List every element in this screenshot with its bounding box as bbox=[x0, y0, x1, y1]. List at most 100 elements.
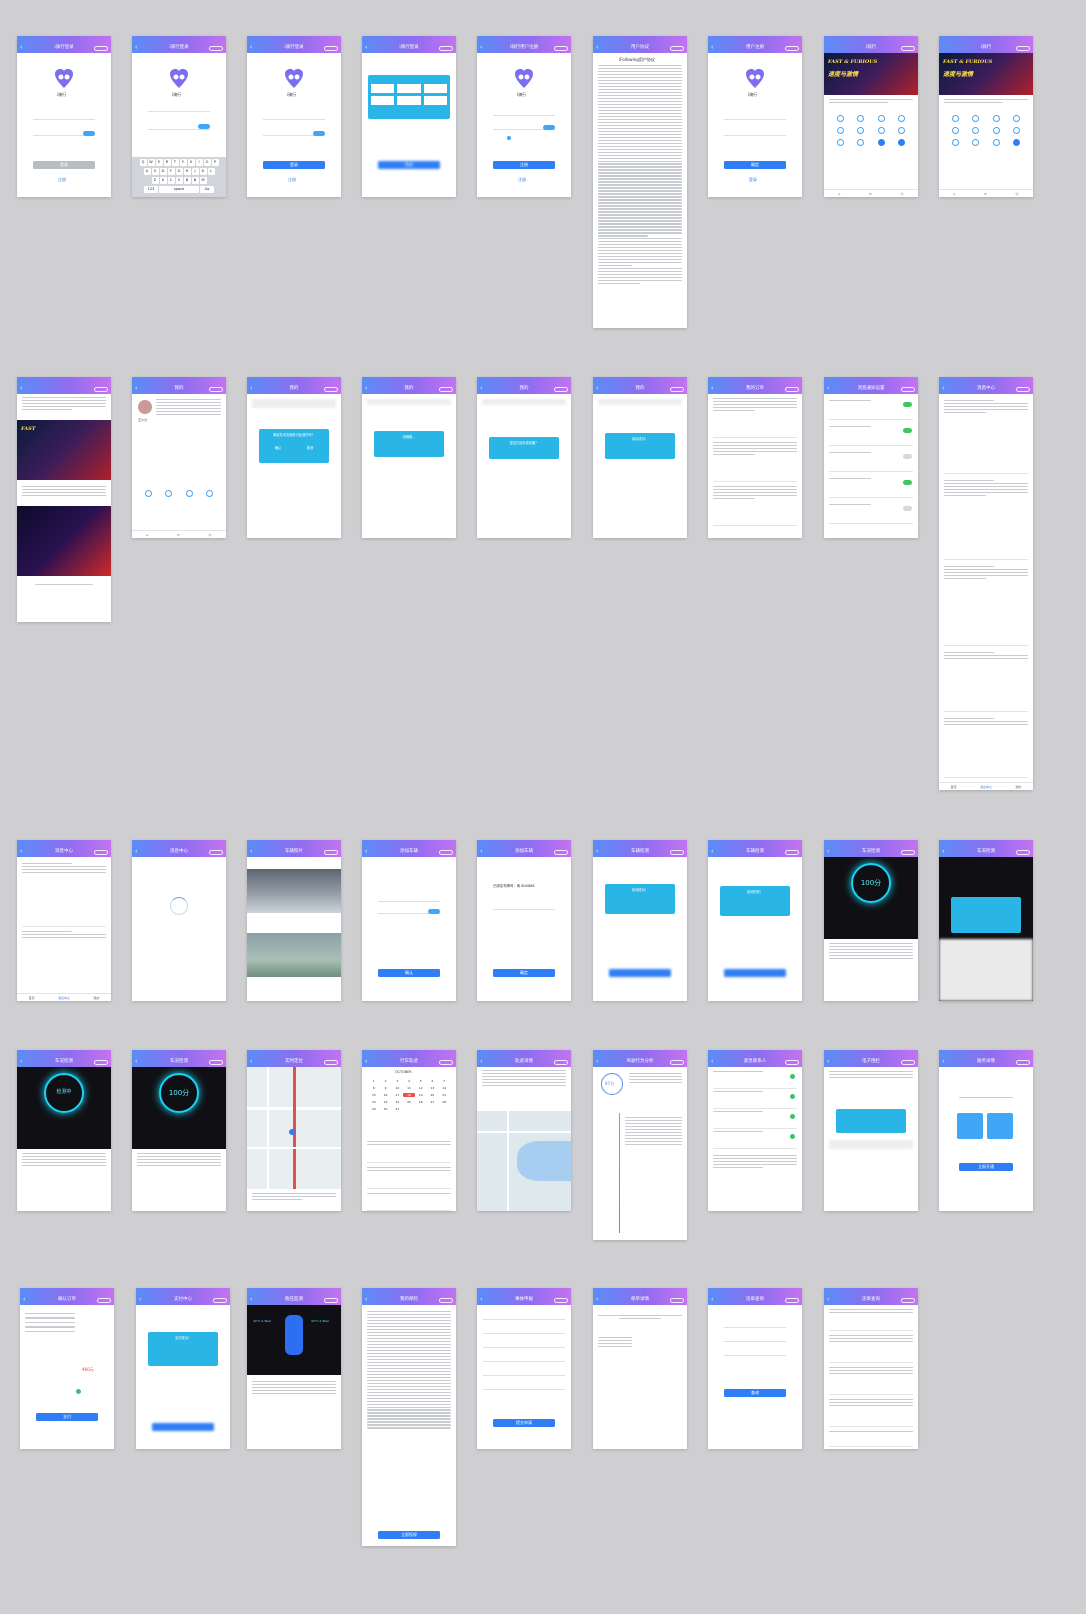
back-icon[interactable]: ‹ bbox=[20, 1058, 23, 1065]
code-field[interactable] bbox=[378, 913, 440, 914]
feature-icon[interactable] bbox=[877, 127, 885, 134]
back-icon[interactable]: ‹ bbox=[711, 1296, 714, 1303]
message-card[interactable] bbox=[22, 931, 106, 995]
map-pin-icon[interactable] bbox=[289, 1129, 295, 1135]
home-banner[interactable]: FAST & FURIOUS 速度与激情 bbox=[824, 53, 918, 95]
capsule-icon[interactable] bbox=[901, 1059, 915, 1065]
form-field[interactable] bbox=[483, 1375, 565, 1376]
back-icon[interactable]: ‹ bbox=[139, 1296, 142, 1303]
capsule-icon[interactable] bbox=[670, 1297, 684, 1303]
engine-field[interactable] bbox=[724, 1341, 786, 1342]
register-link[interactable]: 注册 bbox=[58, 177, 66, 182]
login-button[interactable]: 登录 bbox=[33, 161, 95, 169]
open-service-button[interactable]: 立即开通 bbox=[959, 1163, 1013, 1171]
plate-field[interactable] bbox=[724, 1327, 786, 1328]
insurance-form[interactable] bbox=[367, 1311, 451, 1430]
message-card[interactable] bbox=[22, 863, 106, 927]
back-icon[interactable]: ‹ bbox=[20, 44, 23, 51]
phone-field[interactable] bbox=[263, 119, 325, 120]
capsule-icon[interactable] bbox=[670, 386, 684, 392]
capsule-icon[interactable] bbox=[439, 45, 453, 51]
service-plan-card[interactable] bbox=[987, 1113, 1013, 1139]
feature-icon[interactable] bbox=[898, 139, 906, 146]
wechat-pay-icon[interactable] bbox=[76, 1389, 81, 1394]
violation-record[interactable] bbox=[829, 1367, 913, 1395]
score-gauge[interactable]: 100分 bbox=[851, 863, 891, 903]
login-button[interactable]: 登录 bbox=[378, 161, 440, 169]
score-gauge[interactable]: 检测中 bbox=[44, 1073, 84, 1113]
back-icon[interactable]: ‹ bbox=[711, 385, 714, 392]
back-icon[interactable]: ‹ bbox=[711, 44, 714, 51]
avatar[interactable] bbox=[138, 400, 152, 414]
trip-card[interactable] bbox=[367, 1141, 451, 1163]
capsule-icon[interactable] bbox=[324, 1059, 338, 1065]
back-icon[interactable]: ‹ bbox=[942, 848, 945, 855]
back-icon[interactable]: ‹ bbox=[365, 385, 368, 392]
capsule-icon[interactable] bbox=[1016, 1059, 1030, 1065]
form-field[interactable] bbox=[483, 1319, 565, 1320]
code-field[interactable] bbox=[263, 135, 325, 136]
back-icon[interactable]: ‹ bbox=[827, 385, 830, 392]
info-modal[interactable]: 请稍候... bbox=[374, 431, 444, 457]
back-icon[interactable]: ‹ bbox=[250, 44, 253, 51]
back-icon[interactable]: ‹ bbox=[135, 44, 138, 51]
map-view[interactable] bbox=[247, 1067, 341, 1189]
get-code-button[interactable] bbox=[83, 131, 95, 136]
message-card[interactable] bbox=[944, 652, 1028, 712]
message-card[interactable] bbox=[944, 400, 1028, 474]
back-icon[interactable]: ‹ bbox=[711, 848, 714, 855]
back-icon[interactable]: ‹ bbox=[20, 848, 23, 855]
score-modal[interactable] bbox=[951, 897, 1021, 933]
capsule-icon[interactable] bbox=[324, 386, 338, 392]
result-modal[interactable]: 检测失败！ bbox=[720, 886, 790, 916]
capsule-icon[interactable] bbox=[554, 1297, 568, 1303]
confirm-modal[interactable]: 确定在本页面执行此操作吗？ 确认 取消 bbox=[259, 429, 329, 463]
back-icon[interactable]: ‹ bbox=[135, 1058, 138, 1065]
back-icon[interactable]: ‹ bbox=[596, 848, 599, 855]
feature-icon[interactable] bbox=[857, 115, 865, 122]
capsule-icon[interactable] bbox=[1016, 386, 1030, 392]
capsule-icon[interactable] bbox=[901, 849, 915, 855]
setting-toggle[interactable] bbox=[903, 454, 912, 459]
capsule-icon[interactable] bbox=[670, 849, 684, 855]
success-modal[interactable]: 保存成功！ bbox=[605, 433, 675, 459]
tab-home[interactable]: ⌂ bbox=[953, 191, 956, 196]
tab-mine[interactable]: ☺ bbox=[208, 532, 212, 537]
action-icon[interactable] bbox=[165, 490, 173, 497]
capsule-icon[interactable] bbox=[554, 849, 568, 855]
order-card[interactable] bbox=[713, 486, 797, 526]
tab-mine[interactable]: ☺ bbox=[900, 191, 904, 196]
back-icon[interactable]: ‹ bbox=[480, 1296, 483, 1303]
capsule-icon[interactable] bbox=[439, 1059, 453, 1065]
back-icon[interactable]: ‹ bbox=[250, 1058, 253, 1065]
feature-icon[interactable] bbox=[972, 127, 980, 134]
captcha-modal[interactable] bbox=[368, 75, 450, 119]
feature-icon[interactable] bbox=[972, 115, 980, 122]
feature-icon[interactable] bbox=[857, 139, 865, 146]
device-field[interactable] bbox=[493, 909, 555, 910]
parking-photo[interactable] bbox=[247, 933, 341, 977]
capsule-icon[interactable] bbox=[439, 849, 453, 855]
parking-photo[interactable] bbox=[247, 869, 341, 913]
phone-field[interactable] bbox=[33, 119, 95, 120]
trip-card[interactable] bbox=[367, 1167, 451, 1189]
capsule-icon[interactable] bbox=[439, 1297, 453, 1303]
message-card[interactable] bbox=[944, 480, 1028, 560]
feature-icon[interactable] bbox=[898, 115, 906, 122]
capsule-icon[interactable] bbox=[209, 849, 223, 855]
phone-field[interactable] bbox=[148, 111, 210, 112]
form-field[interactable] bbox=[483, 1361, 565, 1362]
capsule-icon[interactable] bbox=[94, 386, 108, 392]
frame-field[interactable] bbox=[724, 1355, 786, 1356]
back-icon[interactable]: ‹ bbox=[365, 848, 368, 855]
confirm-button[interactable]: 确定 bbox=[493, 969, 555, 977]
capsule-icon[interactable] bbox=[1016, 849, 1030, 855]
feature-icon[interactable] bbox=[836, 139, 844, 146]
feature-icon[interactable] bbox=[1013, 115, 1021, 122]
capsule-icon[interactable] bbox=[785, 1297, 799, 1303]
track-map[interactable] bbox=[477, 1111, 571, 1211]
capsule-icon[interactable] bbox=[209, 386, 223, 392]
back-icon[interactable]: ‹ bbox=[942, 1058, 945, 1065]
confirm-modal[interactable]: 是否已经完成设备？ bbox=[489, 437, 559, 459]
